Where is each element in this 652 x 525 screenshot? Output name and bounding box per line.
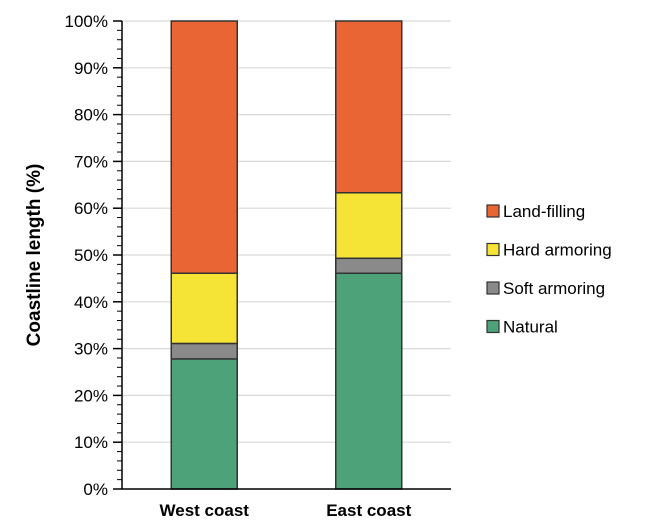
bar-segment-land-filling bbox=[170, 20, 238, 275]
bar-segment-land-filling bbox=[335, 20, 403, 194]
y-tick-label: 70% bbox=[74, 152, 108, 171]
bar-segment-natural bbox=[335, 272, 403, 490]
y-tick-label: 0% bbox=[83, 480, 108, 499]
bar-segment-soft-armoring bbox=[170, 342, 238, 360]
y-tick-label: 40% bbox=[74, 293, 108, 312]
legend-swatch bbox=[486, 242, 500, 257]
bar-segment-natural bbox=[170, 358, 238, 490]
y-tick-label: 30% bbox=[74, 340, 108, 359]
axes bbox=[113, 20, 451, 490]
y-tick-label: 90% bbox=[74, 59, 108, 78]
legend-label: Soft armoring bbox=[503, 279, 605, 298]
labels: 0% 10% 20% 30% 40% 50% 60% 70% 80% 90% 100% West co… bbox=[65, 12, 412, 520]
legend: Land-filling Hard armoring Soft armoring Na… bbox=[486, 202, 612, 337]
x-category-label: West coast bbox=[160, 501, 250, 520]
bar-segment-hard-armoring bbox=[170, 272, 238, 345]
y-tick-label: 60% bbox=[74, 199, 108, 218]
bar-segment-hard-armoring bbox=[335, 192, 403, 260]
legend-label: Hard armoring bbox=[503, 241, 612, 260]
y-tick-label: 50% bbox=[74, 246, 108, 265]
y-axis-label: Coastline length (%) bbox=[24, 164, 45, 347]
y-tick-label: 20% bbox=[74, 386, 108, 405]
bar-segment-soft-armoring bbox=[335, 257, 403, 275]
legend-label: Natural bbox=[503, 318, 558, 337]
y-tick-label: 80% bbox=[74, 106, 108, 125]
x-category-label: East coast bbox=[326, 501, 411, 520]
legend-swatch bbox=[486, 204, 500, 218]
legend-swatch bbox=[486, 319, 500, 334]
legend-swatch bbox=[486, 281, 500, 295]
y-tick-label: 100% bbox=[65, 12, 108, 31]
legend-label: Land-filling bbox=[503, 202, 585, 221]
y-tick-label: 10% bbox=[74, 433, 108, 452]
bars bbox=[170, 20, 403, 490]
